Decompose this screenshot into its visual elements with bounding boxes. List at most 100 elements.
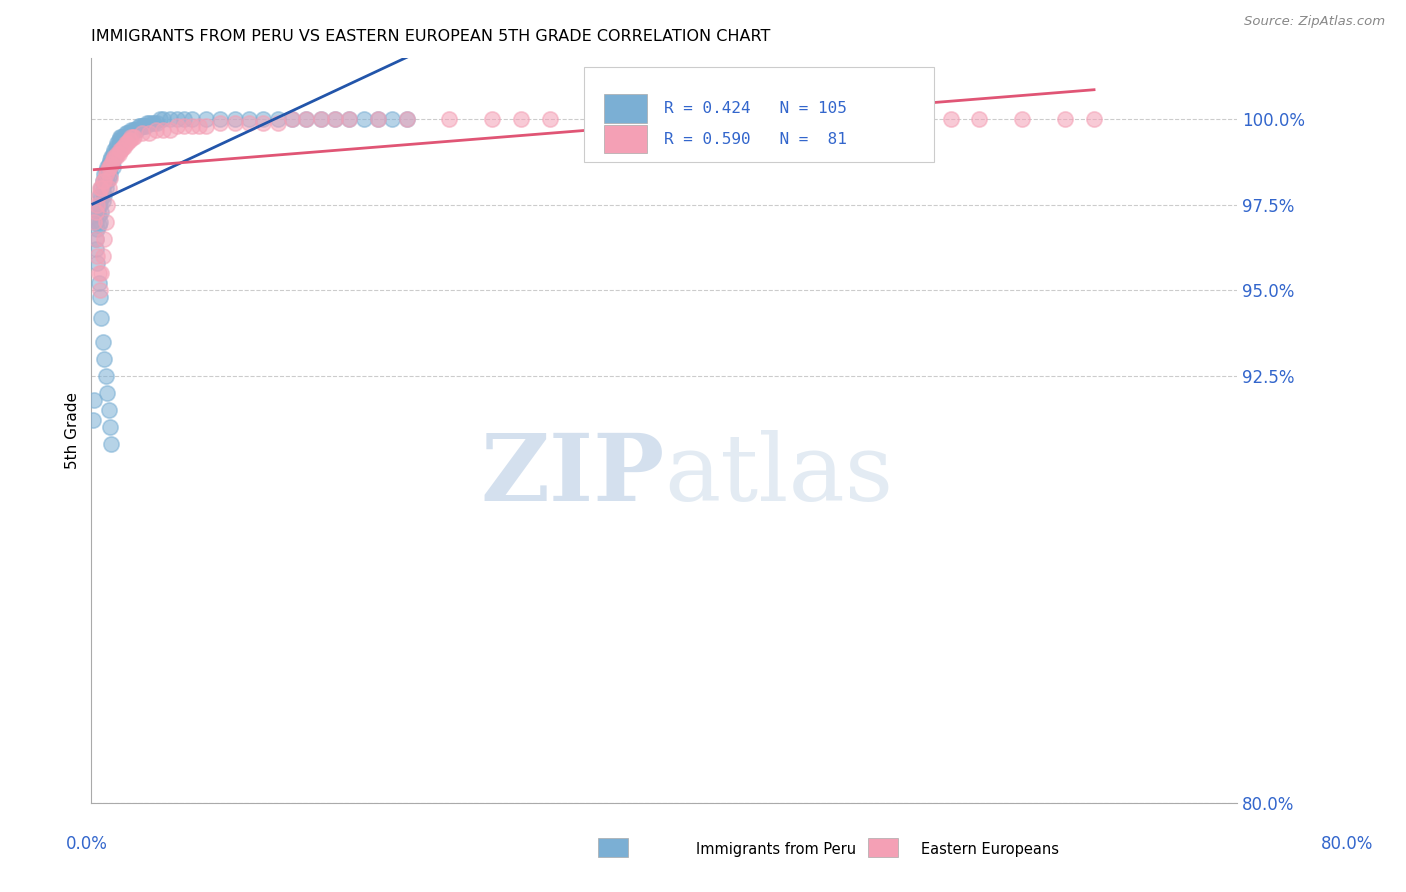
Point	[145, 122, 167, 136]
Point	[100, 157, 122, 171]
Point	[121, 122, 143, 136]
Point	[93, 174, 115, 188]
Point	[110, 129, 132, 144]
Point	[89, 215, 111, 229]
Point	[1083, 112, 1105, 127]
Point	[159, 122, 181, 136]
Point	[131, 126, 153, 140]
Point	[868, 112, 890, 127]
Point	[129, 120, 152, 134]
Y-axis label: 5th Grade: 5th Grade	[65, 392, 80, 469]
Point	[114, 136, 136, 151]
Point	[84, 232, 107, 246]
Point	[82, 413, 104, 427]
Text: R = 0.424   N = 105: R = 0.424 N = 105	[664, 101, 848, 116]
Point	[87, 208, 110, 222]
Point	[1054, 112, 1077, 127]
Point	[152, 112, 174, 127]
Point	[104, 146, 127, 161]
Point	[141, 116, 163, 130]
Point	[96, 198, 118, 212]
Point	[86, 198, 108, 212]
Point	[91, 334, 114, 349]
Point	[969, 112, 991, 127]
Point	[252, 112, 274, 127]
Point	[796, 112, 818, 127]
Point	[101, 153, 124, 168]
Point	[101, 153, 124, 168]
Point	[96, 161, 118, 175]
Point	[107, 133, 129, 147]
Point	[825, 112, 848, 127]
Point	[103, 150, 125, 164]
Point	[98, 161, 121, 175]
Point	[582, 112, 605, 127]
FancyBboxPatch shape	[868, 838, 898, 857]
Text: atlas: atlas	[664, 430, 894, 520]
Point	[90, 181, 112, 195]
Point	[94, 170, 117, 185]
Point	[84, 215, 107, 229]
Point	[111, 129, 134, 144]
Point	[136, 116, 159, 130]
Point	[114, 126, 136, 140]
Point	[90, 191, 112, 205]
Point	[159, 112, 181, 127]
Point	[89, 181, 111, 195]
Point	[107, 140, 129, 154]
Point	[105, 136, 128, 151]
Point	[266, 116, 288, 130]
Point	[132, 120, 155, 134]
Point	[108, 129, 131, 144]
Point	[96, 167, 118, 181]
Point	[103, 143, 125, 157]
Point	[146, 116, 169, 130]
Point	[96, 163, 118, 178]
Point	[323, 112, 346, 127]
Point	[238, 112, 260, 127]
Point	[101, 161, 124, 175]
Point	[510, 112, 533, 127]
Point	[86, 204, 108, 219]
Point	[91, 194, 114, 209]
Point	[98, 170, 121, 185]
Point	[100, 157, 122, 171]
Point	[724, 112, 747, 127]
Point	[87, 198, 110, 212]
Point	[105, 146, 128, 161]
Point	[96, 385, 118, 400]
Point	[624, 112, 647, 127]
FancyBboxPatch shape	[603, 125, 647, 153]
Point	[91, 174, 114, 188]
Point	[87, 277, 110, 291]
Point	[481, 112, 503, 127]
Point	[90, 181, 112, 195]
Point	[209, 112, 232, 127]
Point	[124, 122, 146, 136]
Point	[166, 112, 188, 127]
Point	[124, 129, 146, 144]
Point	[117, 133, 139, 147]
FancyBboxPatch shape	[583, 67, 934, 162]
Point	[111, 140, 134, 154]
Text: Immigrants from Peru: Immigrants from Peru	[696, 842, 856, 856]
Point	[98, 167, 121, 181]
Point	[128, 120, 150, 134]
Point	[138, 116, 160, 130]
Point	[89, 187, 111, 202]
Point	[117, 126, 139, 140]
Point	[353, 112, 375, 127]
Point	[93, 232, 115, 246]
Point	[101, 146, 124, 161]
Point	[86, 249, 108, 263]
Point	[91, 184, 114, 198]
Point	[381, 112, 404, 127]
Point	[281, 112, 304, 127]
Point	[395, 112, 418, 127]
Point	[125, 122, 148, 136]
Point	[97, 181, 120, 195]
Point	[939, 112, 962, 127]
Point	[103, 150, 125, 164]
Point	[266, 112, 288, 127]
Point	[323, 112, 346, 127]
